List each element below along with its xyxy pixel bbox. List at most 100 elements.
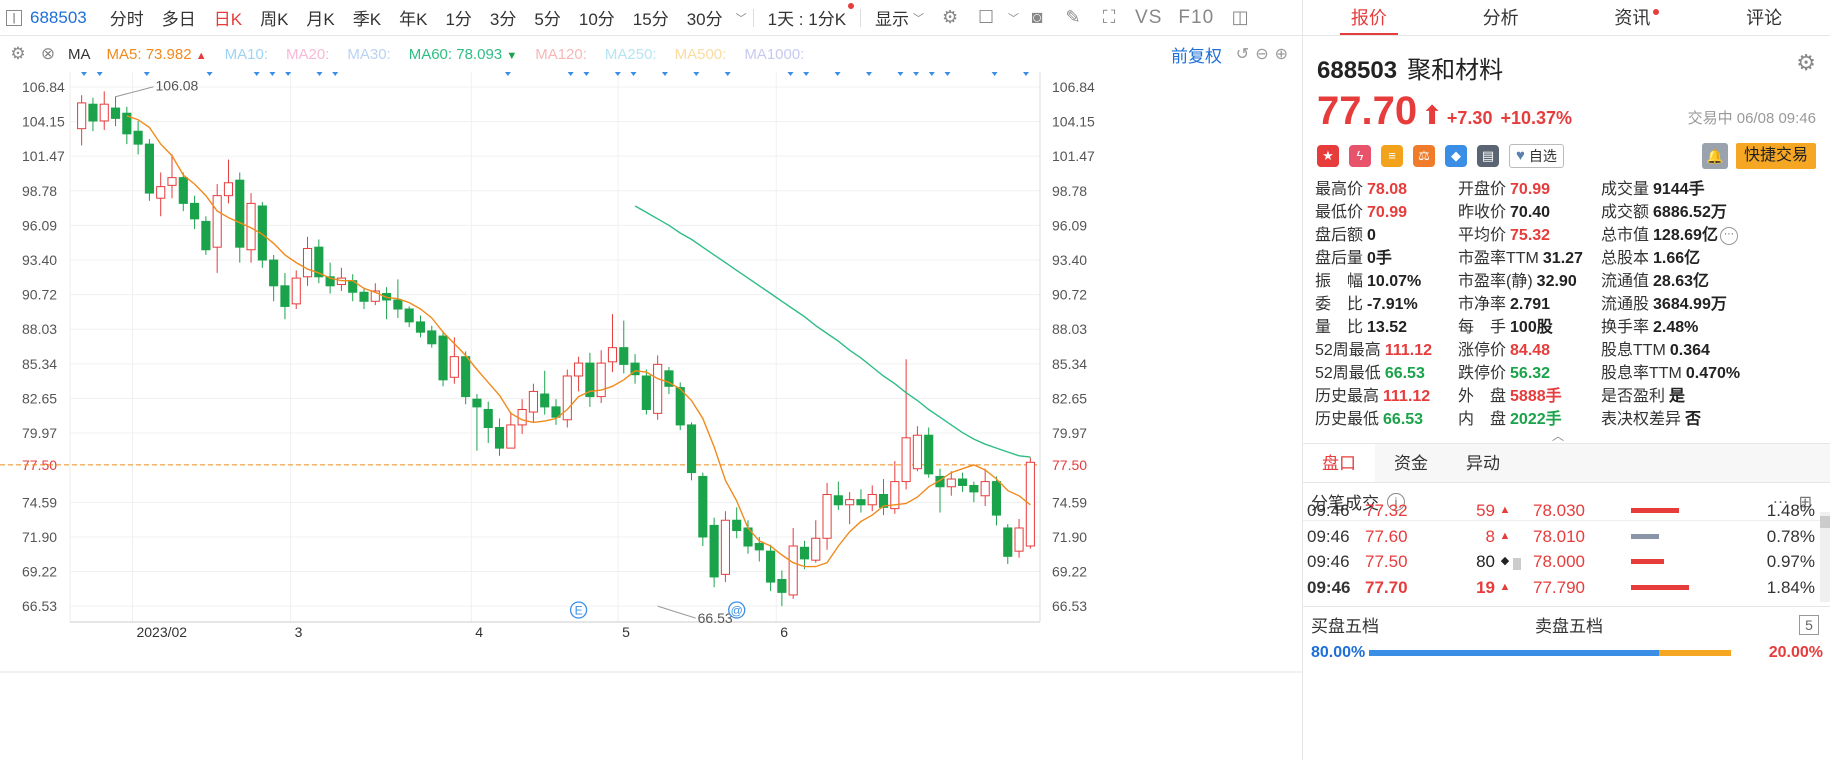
candle[interactable] [359, 288, 369, 310]
candle[interactable] [438, 330, 448, 387]
candle[interactable] [878, 479, 889, 516]
database-icon[interactable]: ≡ [1381, 145, 1403, 167]
candle[interactable] [494, 418, 505, 456]
candle[interactable] [799, 540, 810, 570]
event-marker[interactable]: E [569, 601, 588, 619]
candle[interactable] [1003, 524, 1013, 565]
candle[interactable] [686, 422, 697, 481]
candle[interactable] [370, 283, 380, 306]
pencil-icon[interactable]: ✎ [1065, 7, 1081, 27]
levels-button[interactable]: 5 [1799, 614, 1819, 635]
close-icon[interactable]: ⊗ [40, 44, 56, 63]
document-icon[interactable]: ▤ [1477, 145, 1499, 167]
collapse-caret-icon[interactable]: ︿ [1551, 429, 1564, 443]
candle[interactable] [562, 369, 572, 428]
candle[interactable] [901, 359, 911, 490]
panel-tab[interactable]: 报价 [1303, 0, 1435, 35]
candle[interactable] [958, 472, 968, 492]
ticks-controls[interactable]: ⋯⊞ [1773, 492, 1822, 512]
period-tab[interactable]: 周K [260, 10, 289, 29]
kline-chart[interactable]: 106.84 106.84 104.15 104.15 101.47 101.47 98.7… [0, 72, 1302, 760]
candle[interactable] [427, 325, 437, 348]
candle[interactable] [144, 138, 154, 201]
candle[interactable] [415, 315, 426, 338]
candle[interactable] [167, 154, 177, 199]
candle[interactable] [991, 476, 1002, 526]
add-watchlist-button[interactable]: ♥ 自选 [1509, 144, 1564, 168]
info-icon[interactable]: i [1387, 492, 1405, 511]
candle[interactable] [223, 159, 234, 204]
candle[interactable] [122, 106, 132, 145]
scrollbar-thumb[interactable] [1513, 558, 1521, 570]
panel-tab[interactable]: 资讯 [1567, 0, 1699, 35]
candle[interactable] [720, 511, 730, 583]
depth-list[interactable]: 78.030 1.48% 78.010 0.78% 78.000 0.97% 77.790 1… [1529, 498, 1819, 594]
candle[interactable] [833, 481, 843, 510]
candle[interactable] [190, 195, 200, 230]
candle[interactable] [404, 306, 414, 328]
candle[interactable] [201, 216, 211, 255]
candle[interactable] [856, 489, 866, 513]
f10-button[interactable]: F10 [1178, 6, 1215, 28]
candle[interactable] [732, 507, 742, 539]
candle[interactable] [551, 399, 561, 425]
candle[interactable] [156, 172, 166, 217]
more-icon[interactable]: ⋯ [1772, 493, 1799, 511]
candle[interactable] [867, 485, 877, 512]
event-marker[interactable]: @ [728, 601, 746, 619]
kline-select[interactable]: 1天 : 1分K [760, 3, 855, 30]
scrollbar-thumb[interactable] [1820, 516, 1830, 528]
period-tab[interactable]: 1分 [445, 10, 472, 29]
period-tab[interactable]: 10分 [578, 10, 615, 29]
period-tab[interactable]: 日K [213, 10, 243, 29]
settings-gear-icon[interactable]: ⚙ [1796, 50, 1816, 75]
candle[interactable] [110, 96, 121, 127]
candle[interactable] [1014, 518, 1024, 558]
candle[interactable] [99, 91, 109, 130]
period-tab[interactable]: 5分 [534, 10, 561, 29]
stock-code-selector[interactable]: | 688503 [6, 8, 87, 28]
adjust-mode-button[interactable]: 前复权 [1171, 46, 1222, 66]
candle[interactable] [314, 239, 324, 284]
candle[interactable] [664, 366, 674, 395]
more-icon[interactable]: ⋯ [1719, 226, 1738, 245]
candle[interactable] [506, 412, 516, 449]
period-tab[interactable]: 分时 [109, 10, 144, 29]
tag-icon[interactable]: ◆ [1445, 145, 1467, 167]
candle[interactable] [641, 369, 651, 415]
candle[interactable] [619, 320, 629, 374]
display-dropdown[interactable]: 显示 ﹀ [867, 5, 932, 30]
candle[interactable] [980, 468, 990, 507]
candle[interactable] [77, 95, 87, 146]
candle[interactable] [709, 517, 719, 588]
sidebar-toggle-icon[interactable]: | [6, 9, 22, 26]
candle[interactable] [653, 355, 663, 420]
candle[interactable] [822, 482, 832, 550]
candle[interactable] [946, 471, 956, 496]
square-icon[interactable]: ☐ [977, 7, 995, 27]
candle[interactable] [461, 351, 471, 405]
candle[interactable] [585, 352, 595, 407]
candle[interactable] [472, 394, 482, 451]
undo-icon[interactable]: ↺ [1235, 46, 1256, 63]
candle[interactable] [212, 184, 222, 273]
candle[interactable] [845, 491, 855, 525]
period-tab[interactable]: 多日 [161, 10, 196, 29]
zoom-in-icon[interactable]: ⊕ [1274, 46, 1294, 63]
candle[interactable] [483, 401, 493, 443]
candle[interactable] [935, 468, 945, 513]
stock-code[interactable]: 688503 [30, 7, 87, 27]
settings-gear-icon[interactable]: ⚙ [10, 44, 26, 63]
candle[interactable] [235, 172, 245, 263]
quick-trade-button[interactable]: 快捷交易 [1735, 143, 1816, 169]
chevron-down-icon[interactable]: ﹀ [1008, 12, 1020, 25]
tick-list[interactable]: 09:46 77.32 59 ▲ 09:46 77.60 8 ▲ 09:46 77.50 80 ◆ 09… [1303, 498, 1521, 594]
period-tab[interactable]: 30分 [686, 10, 723, 29]
period-tab[interactable]: 月K [306, 10, 335, 29]
candle[interactable] [291, 270, 301, 310]
candle[interactable] [766, 544, 776, 592]
vs-button[interactable]: VS [1135, 6, 1163, 28]
grid-icon[interactable]: ⊞ [1798, 493, 1822, 511]
candle[interactable] [675, 382, 685, 431]
camera-icon[interactable]: ◙ [1031, 7, 1043, 27]
